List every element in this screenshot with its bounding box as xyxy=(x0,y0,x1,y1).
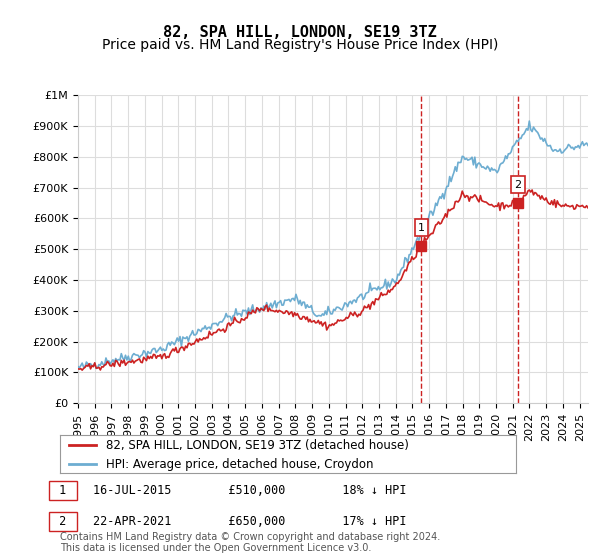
Text: 82, SPA HILL, LONDON, SE19 3TZ: 82, SPA HILL, LONDON, SE19 3TZ xyxy=(163,25,437,40)
Text: 1: 1 xyxy=(418,223,425,232)
Text: 22-APR-2021        £650,000        17% ↓ HPI: 22-APR-2021 £650,000 17% ↓ HPI xyxy=(93,515,407,528)
Text: 16-JUL-2015        £510,000        18% ↓ HPI: 16-JUL-2015 £510,000 18% ↓ HPI xyxy=(93,484,407,497)
Text: 82, SPA HILL, LONDON, SE19 3TZ (detached house): 82, SPA HILL, LONDON, SE19 3TZ (detached… xyxy=(106,439,409,452)
Text: 2: 2 xyxy=(52,515,74,528)
Text: Price paid vs. HM Land Registry's House Price Index (HPI): Price paid vs. HM Land Registry's House … xyxy=(102,38,498,52)
Text: Contains HM Land Registry data © Crown copyright and database right 2024.
This d: Contains HM Land Registry data © Crown c… xyxy=(60,531,440,553)
Text: 1: 1 xyxy=(52,484,74,497)
Text: 2: 2 xyxy=(514,180,521,189)
Text: HPI: Average price, detached house, Croydon: HPI: Average price, detached house, Croy… xyxy=(106,458,373,471)
